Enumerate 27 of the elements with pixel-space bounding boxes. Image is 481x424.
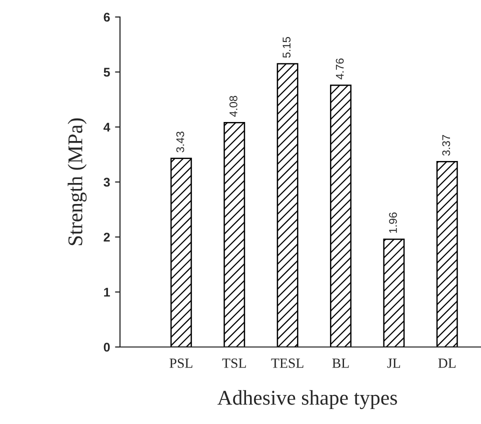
bar xyxy=(383,238,405,347)
data-label: 3.37 xyxy=(442,135,450,156)
bar xyxy=(436,161,458,347)
data-label: 1.96 xyxy=(389,212,397,233)
y-tick-label: 2 xyxy=(104,232,110,242)
x-tick-label: TESL xyxy=(271,358,304,368)
y-tick-label: 3 xyxy=(104,178,110,187)
x-axis-title: Adhesive shape types xyxy=(217,390,397,410)
bar xyxy=(276,63,298,347)
y-tick-label: 0 xyxy=(104,342,110,352)
data-label: 5.15 xyxy=(282,37,291,58)
data-label: 4.76 xyxy=(336,58,344,80)
bar xyxy=(224,122,246,347)
y-tick-label: 5 xyxy=(104,68,110,77)
x-tick-label: DL xyxy=(438,358,456,368)
x-tick-label: PSL xyxy=(170,358,192,368)
x-tick-label: TSL xyxy=(222,358,246,368)
bar xyxy=(330,84,352,347)
y-tick-label: 4 xyxy=(104,122,110,132)
x-tick-label: JL xyxy=(387,358,400,368)
y-tick-label: 6 xyxy=(104,12,110,22)
data-label: 4.08 xyxy=(229,96,238,117)
y-axis-title: Strength (MPa) xyxy=(68,118,87,246)
bar xyxy=(170,158,192,347)
x-tick-label: BL xyxy=(332,358,349,368)
y-tick-label: 1 xyxy=(104,288,110,297)
data-label: 3.43 xyxy=(176,132,184,152)
